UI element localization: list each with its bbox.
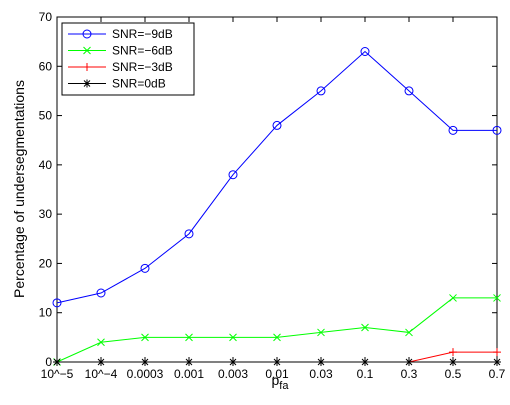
data-point [53,358,61,366]
data-point [405,328,413,337]
x-tick-label: 0.7 [489,367,506,381]
legend-marker [83,46,91,55]
y-tick-label: 50 [39,109,53,123]
data-point [96,288,106,298]
axis-ticks: 0 10 20 30 40 50 60 70 10^−5 10^−4 0.0003 0.001 0.00… [39,10,506,381]
x-tick-label: 0.3 [401,367,418,381]
x-tick-label: 10^−4 [85,367,118,381]
data-point [140,263,150,273]
data-point [185,358,193,366]
legend: SNR=−9dB SNR=−6dB SNR=−3dB SNR=0dB [61,22,195,96]
data-point [185,333,193,342]
x-tick-label: 0.03 [309,367,333,381]
data-point [448,125,458,135]
y-tick-label: 70 [39,10,53,24]
data-point [492,125,502,135]
y-tick-label: 10 [39,306,53,320]
data-point [229,333,237,342]
legend-label: SNR=−3dB [112,60,173,74]
legend-marker [83,79,91,88]
data-point [361,323,369,332]
legend-label: SNR=−6dB [112,44,173,58]
x-tick-label: 0.1 [357,367,374,381]
data-point [228,170,238,180]
series-layer [52,47,502,366]
data-point [141,333,149,342]
x-axis-label-sub: fa [279,380,289,392]
data-point [360,47,370,56]
data-point [141,358,149,366]
data-point [317,358,325,366]
y-tick-label: 60 [39,59,53,73]
data-point [52,298,62,308]
data-point [493,358,501,366]
legend-marker [82,29,92,39]
data-point [493,294,501,302]
x-tick-label: 10^−5 [41,367,74,381]
data-point [97,338,105,347]
data-point [405,358,413,366]
legend-label: SNR=−9dB [112,27,173,41]
legend-label: SNR=0dB [112,77,166,91]
series-0 [52,47,502,308]
series-3 [53,358,501,366]
data-point [316,86,326,96]
data-point [449,294,457,302]
data-point [404,86,414,96]
data-point [229,358,237,366]
x-tick-label: 0.003 [218,367,248,381]
data-point [449,348,457,357]
x-tick-label: 0.01 [265,367,289,381]
data-point [97,358,105,366]
y-axis-label: Percentage of undersegmentations [11,80,27,298]
data-point [272,120,282,130]
x-tick-label: 0.001 [174,367,204,381]
data-point [361,358,369,366]
x-tick-label: 0.5 [445,367,462,381]
y-tick-label: 20 [39,256,53,270]
x-axis-label-main: p [272,372,280,388]
data-point [184,229,194,239]
x-tick-label: 0.0003 [127,367,164,381]
data-point [273,358,281,366]
series-line [56,50,497,304]
series-1 [53,294,501,366]
data-point [273,333,281,342]
data-point [449,358,457,366]
data-point [317,328,325,337]
y-tick-label: 30 [39,207,53,221]
x-axis-label: pfa [272,372,290,392]
data-point [493,348,501,357]
y-tick-label: 40 [39,158,53,172]
y-tick-label: 0 [45,355,52,369]
legend-marker [83,63,91,71]
